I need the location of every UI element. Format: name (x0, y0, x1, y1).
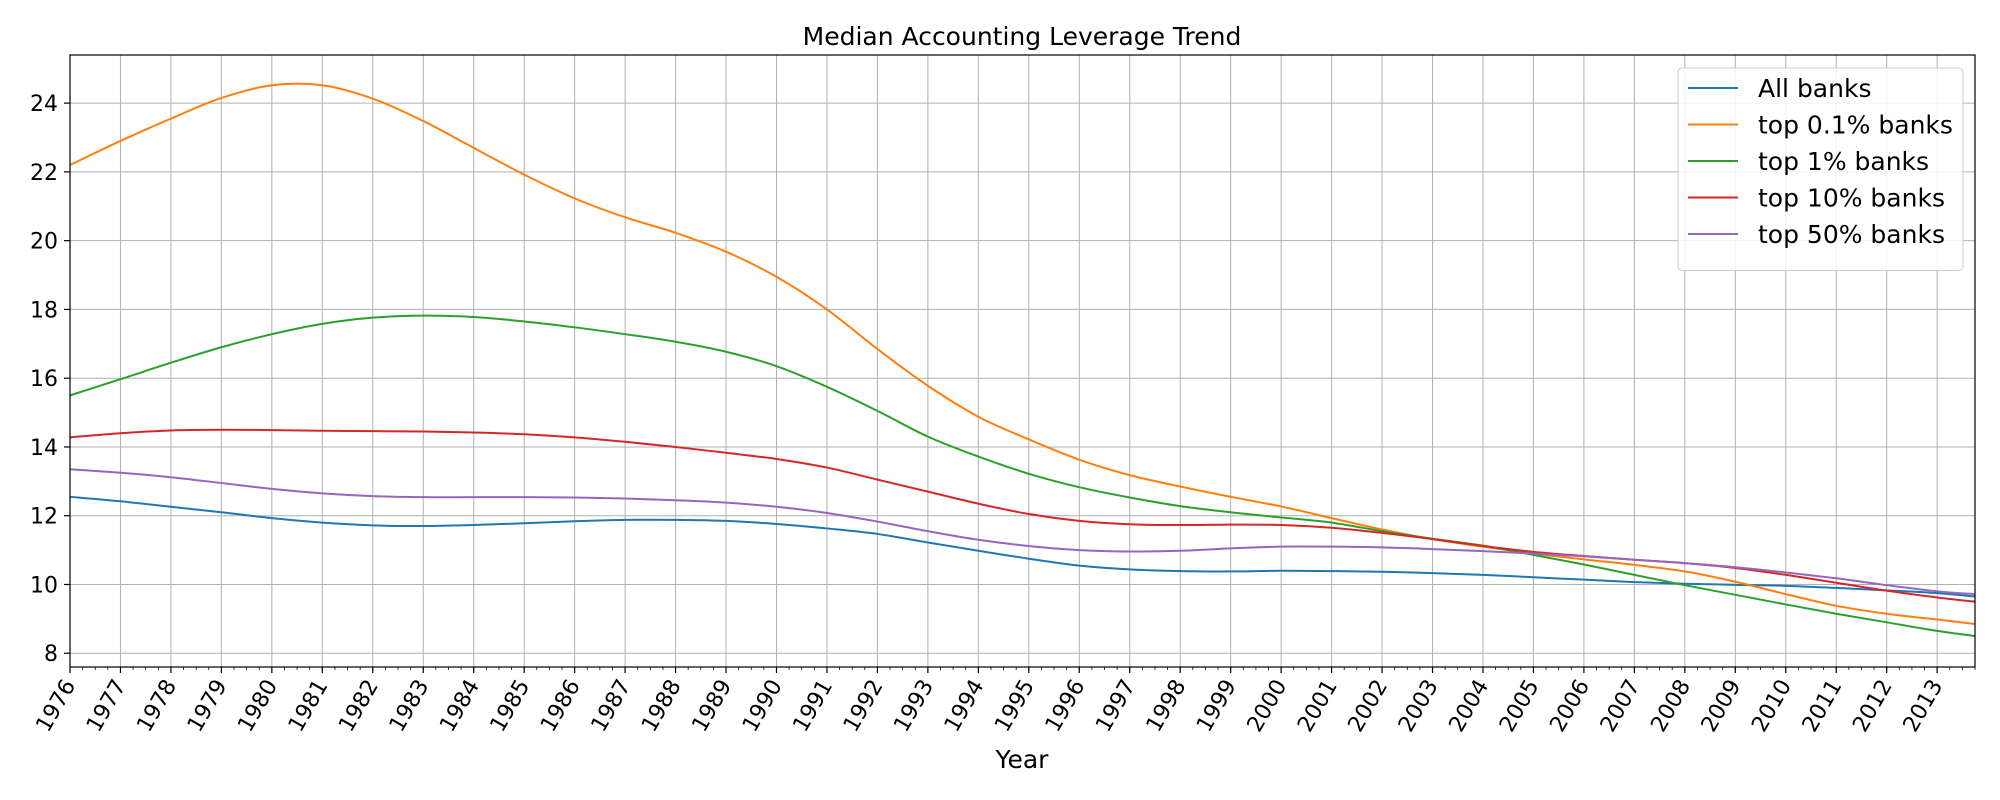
series-line-4 (69, 468, 1976, 596)
series-line-2 (69, 314, 1976, 638)
y-tick-label: 22 (30, 161, 58, 186)
legend-label: All banks (1758, 74, 1871, 103)
series-line-0 (69, 495, 1976, 598)
legend-label: top 50% banks (1758, 220, 1945, 249)
legend: All banks top 0.1% banks top 1% banks top 1… (1677, 67, 1964, 271)
plot-frame (69, 54, 1976, 668)
chart-title: Median Accounting Leverage Trend (803, 22, 1242, 51)
y-tick-label: 24 (30, 92, 58, 117)
x-axis-label: Year (995, 745, 1050, 774)
legend-label: top 1% banks (1758, 147, 1929, 176)
legend-label: top 0.1% banks (1758, 111, 1953, 140)
y-tick-label: 10 (30, 573, 58, 598)
y-tick-label: 8 (44, 642, 58, 667)
y-tick-label: 18 (30, 298, 58, 323)
y-tick-label: 12 (30, 505, 58, 530)
series-lines (69, 82, 1976, 638)
y-tick-label: 20 (30, 230, 58, 255)
series-line-1 (69, 82, 1976, 626)
legend-label: top 10% banks (1758, 184, 1945, 213)
y-tick-label: 16 (30, 367, 58, 392)
legend-box (1677, 67, 1964, 271)
y-tick-label: 14 (30, 436, 58, 461)
